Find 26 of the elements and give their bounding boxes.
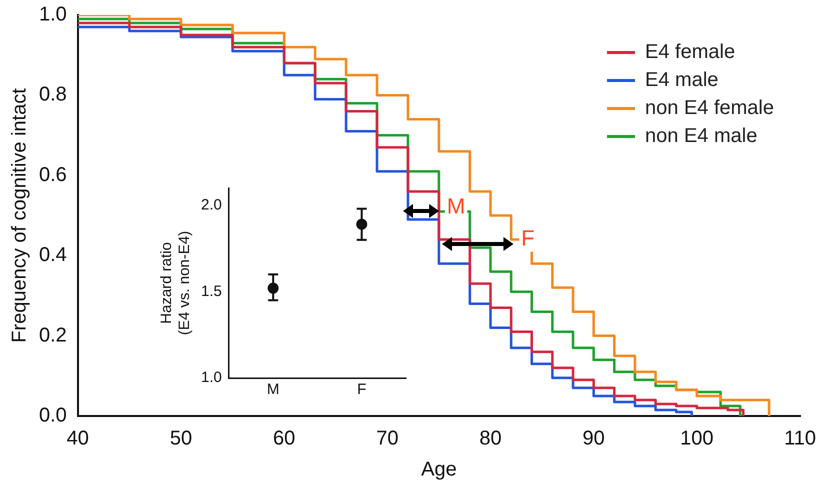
annotation: M (446, 194, 466, 219)
x-tick-label: 50 (170, 428, 192, 450)
y-tick-label: 2.0 (200, 196, 222, 214)
x-tick-label: 80 (479, 428, 502, 450)
x-tick-label: 100 (680, 428, 714, 450)
x-tick-label: 60 (273, 428, 296, 450)
legend-label: E4 female (645, 40, 736, 65)
annotation: F (521, 226, 535, 251)
x-tick-label: 90 (582, 428, 605, 450)
y-tick-label: 0.4 (38, 244, 67, 266)
legend-label: non E4 female (645, 96, 774, 121)
x-tick-label: 40 (66, 428, 89, 450)
y-tick-label: 1.0 (38, 4, 67, 26)
y-tick-label: 1.0 (200, 369, 222, 386)
x-tick-label: 110 (784, 428, 816, 450)
y-tick-label: 0.0 (38, 404, 67, 427)
y-tick-label: 0.2 (38, 324, 67, 346)
y-tick-label: 1.5 (200, 282, 222, 300)
x-tick-label: 70 (376, 428, 398, 450)
x-axis-title: Age (421, 458, 457, 481)
y-axis-title: Frequency of cognitive intact (8, 88, 31, 343)
legend-label: non E4 male (645, 124, 758, 149)
legend-label: E4 male (645, 68, 718, 93)
y-tick-label: 0.6 (38, 164, 67, 186)
y-axis-title: Hazard ratio (E4 vs. non-E4) (158, 230, 194, 336)
y-tick-label: 0.8 (38, 84, 67, 106)
